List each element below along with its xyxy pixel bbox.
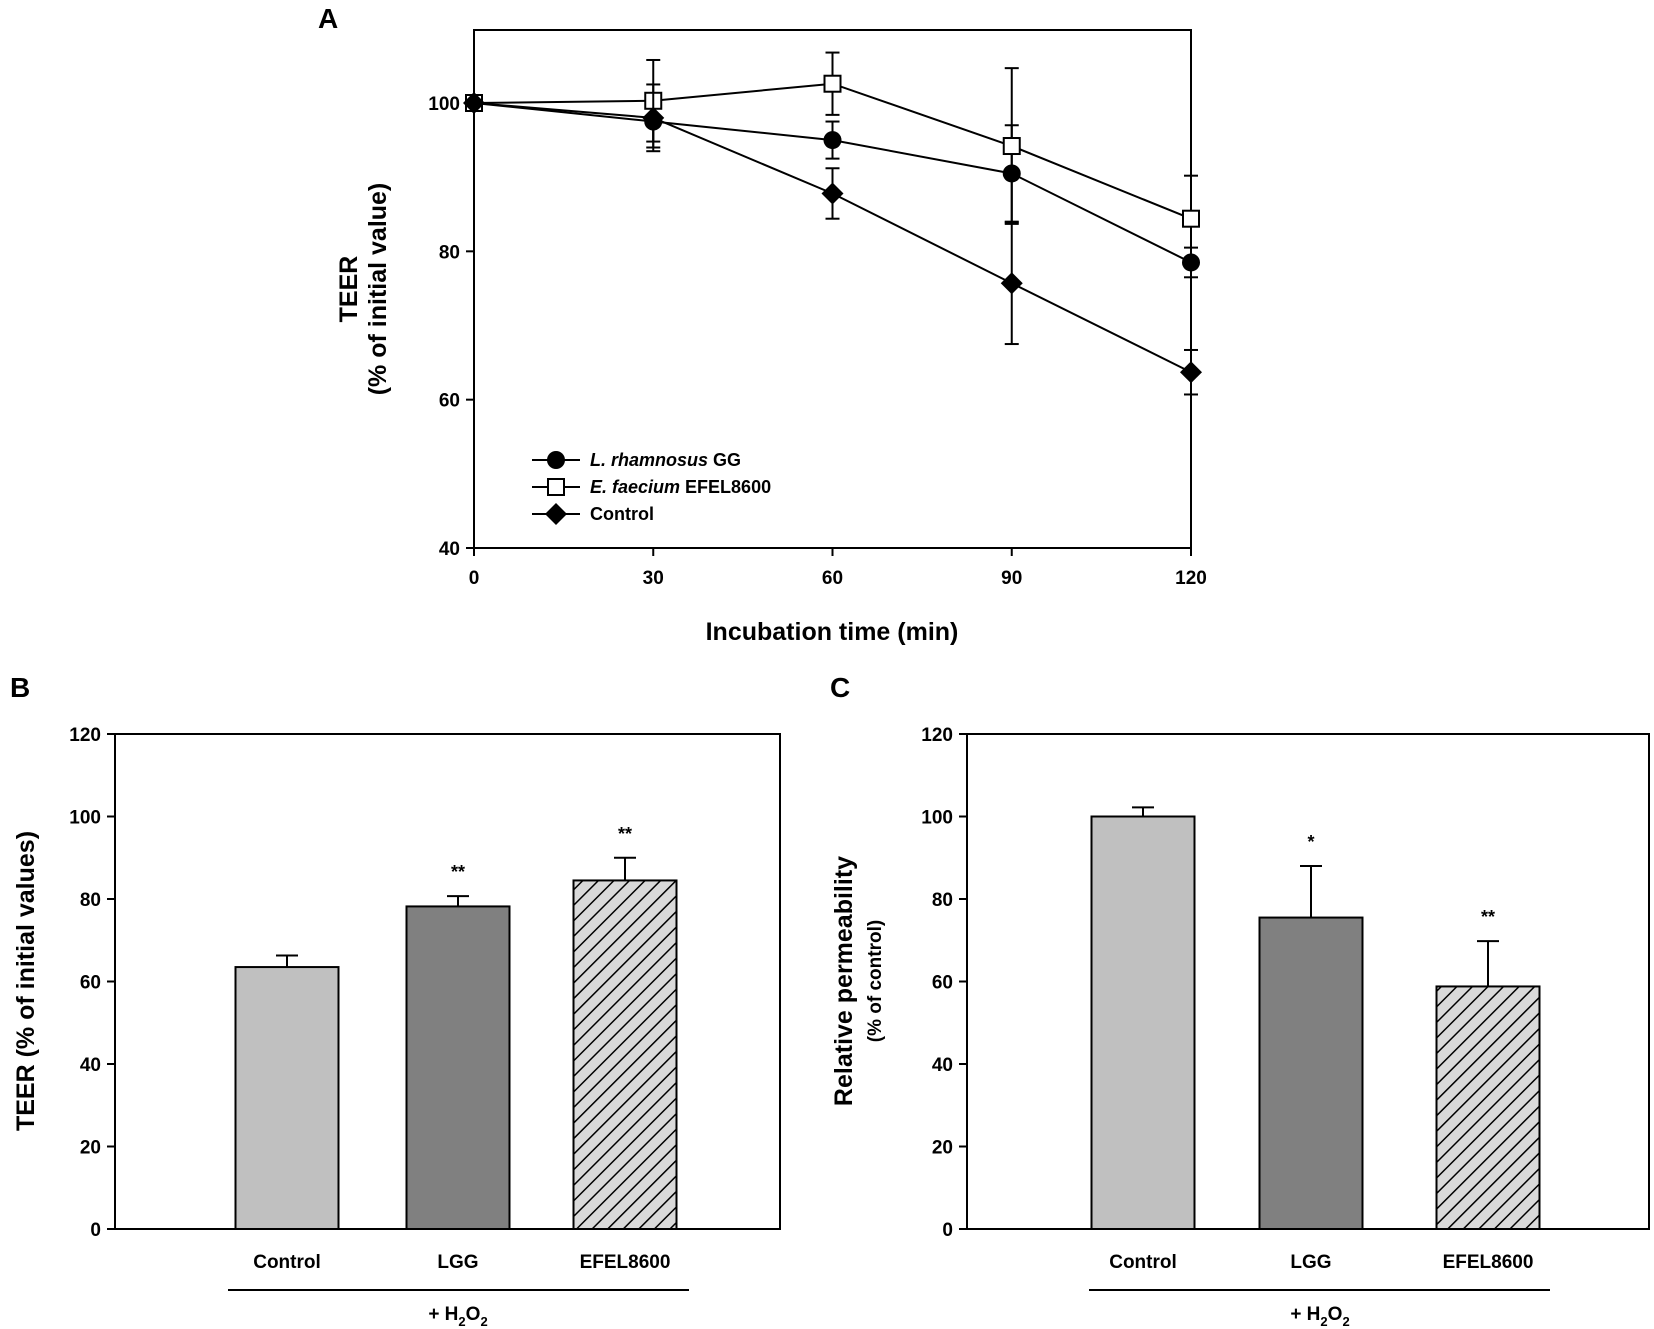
panel-c-y-axis-title-line2: (% of control)	[865, 920, 886, 1042]
panel-a-y-axis-title-line1: TEER	[335, 256, 363, 323]
panel-a-data-point	[1002, 137, 1021, 156]
panel-b-letter: B	[10, 672, 30, 703]
panel-a-legend-marker	[547, 451, 565, 469]
panel-b-y-tick-label: 40	[80, 1055, 101, 1076]
panel-b-y-tick-label: 120	[69, 725, 101, 746]
panel-a-x-tick-label: 60	[822, 568, 843, 589]
panel-c-y-tick-label: 40	[932, 1055, 953, 1076]
panel-b-y-tick-label: 60	[80, 973, 101, 994]
panel-a-y-ticks: 40 60 80 100	[428, 94, 474, 560]
panel-a-x-ticks: 0 30 60 90 120	[469, 548, 1207, 589]
panel-c-category-label: Control	[1109, 1252, 1177, 1273]
panel-a-legend-label: Control	[590, 504, 654, 524]
panel-a-series-2	[463, 83, 1202, 396]
panel-a-series	[463, 51, 1202, 396]
panel-a: A 40 60 80 100 0 30 60 90 120 Incubation time (…	[318, 3, 1207, 646]
panel-a-legend-label: L. rhamnosus GG	[590, 450, 741, 470]
panel-a-x-tick-label: 120	[1175, 568, 1207, 589]
panel-c-y-tick-label: 0	[942, 1220, 953, 1241]
panel-a-data-point	[1000, 272, 1023, 295]
panel-a-y-tick-label: 80	[439, 242, 460, 263]
panel-c-category-label: LGG	[1290, 1252, 1331, 1273]
panel-b-bar	[405, 905, 511, 1230]
panel-c-y-ticks: 0 20 40 60 80 100 120	[921, 725, 967, 1241]
panel-a-data-point	[1182, 209, 1200, 228]
panel-a-legend-label: E. faecium EFEL8600	[590, 477, 771, 497]
panel-b-bars: Control LGG ** EFEL8600 **	[234, 824, 678, 1273]
panel-c-bar	[1258, 916, 1364, 1230]
panel-a-y-axis-title-line2: (% of initial value)	[364, 183, 392, 396]
panel-c-bar	[1435, 985, 1541, 1231]
panel-c-y-axis-title-line1: Relative permeability	[830, 856, 858, 1106]
panel-b-y-tick-label: 20	[80, 1138, 101, 1159]
panel-a-y-tick-label: 60	[439, 391, 460, 412]
panel-a-x-axis-title: Incubation time (min)	[706, 618, 959, 646]
panel-a-data-point	[463, 92, 485, 114]
panel-a-x-tick-label: 30	[643, 568, 664, 589]
panel-b-y-tick-label: 100	[69, 808, 101, 829]
panel-b-y-ticks: 0 20 40 60 80 100 120	[69, 725, 115, 1241]
panel-a-letter: A	[318, 3, 338, 34]
panel-b-y-axis-title: TEER (% of initial values)	[12, 831, 40, 1131]
panel-a-data-point	[823, 131, 842, 150]
panel-b-bar	[572, 879, 678, 1230]
panel-b-significance-mark: **	[451, 862, 465, 882]
panel-a-data-point	[642, 106, 665, 129]
panel-c-treatment-label: + H2O2	[1290, 1304, 1349, 1329]
panel-a-x-tick-label: 90	[1001, 568, 1022, 589]
panel-c-bar	[1090, 815, 1196, 1230]
panel-b-treatment-label: + H2O2	[428, 1304, 487, 1329]
panel-b-bar	[234, 966, 340, 1230]
panel-b-significance-mark: **	[618, 824, 632, 844]
panel-c-bars: Control LGG * EFEL8600 **	[1090, 806, 1541, 1273]
panel-a-y-tick-label: 40	[439, 539, 460, 560]
panel-a-data-point	[823, 74, 842, 93]
panel-c-y-tick-label: 20	[932, 1138, 953, 1159]
panel-a-data-point	[1180, 361, 1202, 384]
panel-c-y-tick-label: 60	[932, 973, 953, 994]
panel-c-significance-mark: **	[1481, 907, 1495, 927]
panel-c-y-tick-label: 120	[921, 725, 953, 746]
panel-a-data-point	[821, 182, 844, 205]
panel-b-category-label: LGG	[437, 1252, 478, 1273]
panel-c-y-tick-label: 100	[921, 808, 953, 829]
panel-b-y-tick-label: 0	[90, 1220, 101, 1241]
panel-b-y-tick-label: 80	[80, 890, 101, 911]
panel-c-category-label: EFEL8600	[1443, 1252, 1534, 1273]
panel-c-letter: C	[830, 672, 850, 703]
panel-a-x-tick-label: 0	[469, 568, 480, 589]
panel-a-legend: L. rhamnosus GG E. faecium EFEL8600 Contro…	[532, 450, 771, 525]
panel-c-significance-mark: *	[1307, 832, 1314, 852]
panel-b-category-label: EFEL8600	[580, 1252, 671, 1273]
panel-a-legend-marker	[545, 503, 567, 525]
panel-a-legend-marker	[547, 478, 565, 496]
panel-a-y-tick-label: 100	[428, 94, 460, 115]
panel-c-y-tick-label: 80	[932, 890, 953, 911]
panel-b-category-label: Control	[253, 1252, 321, 1273]
panel-b: B 0 20 40 60 80 100 120 Control LGG ** EFEL8600 **…	[10, 672, 781, 1329]
